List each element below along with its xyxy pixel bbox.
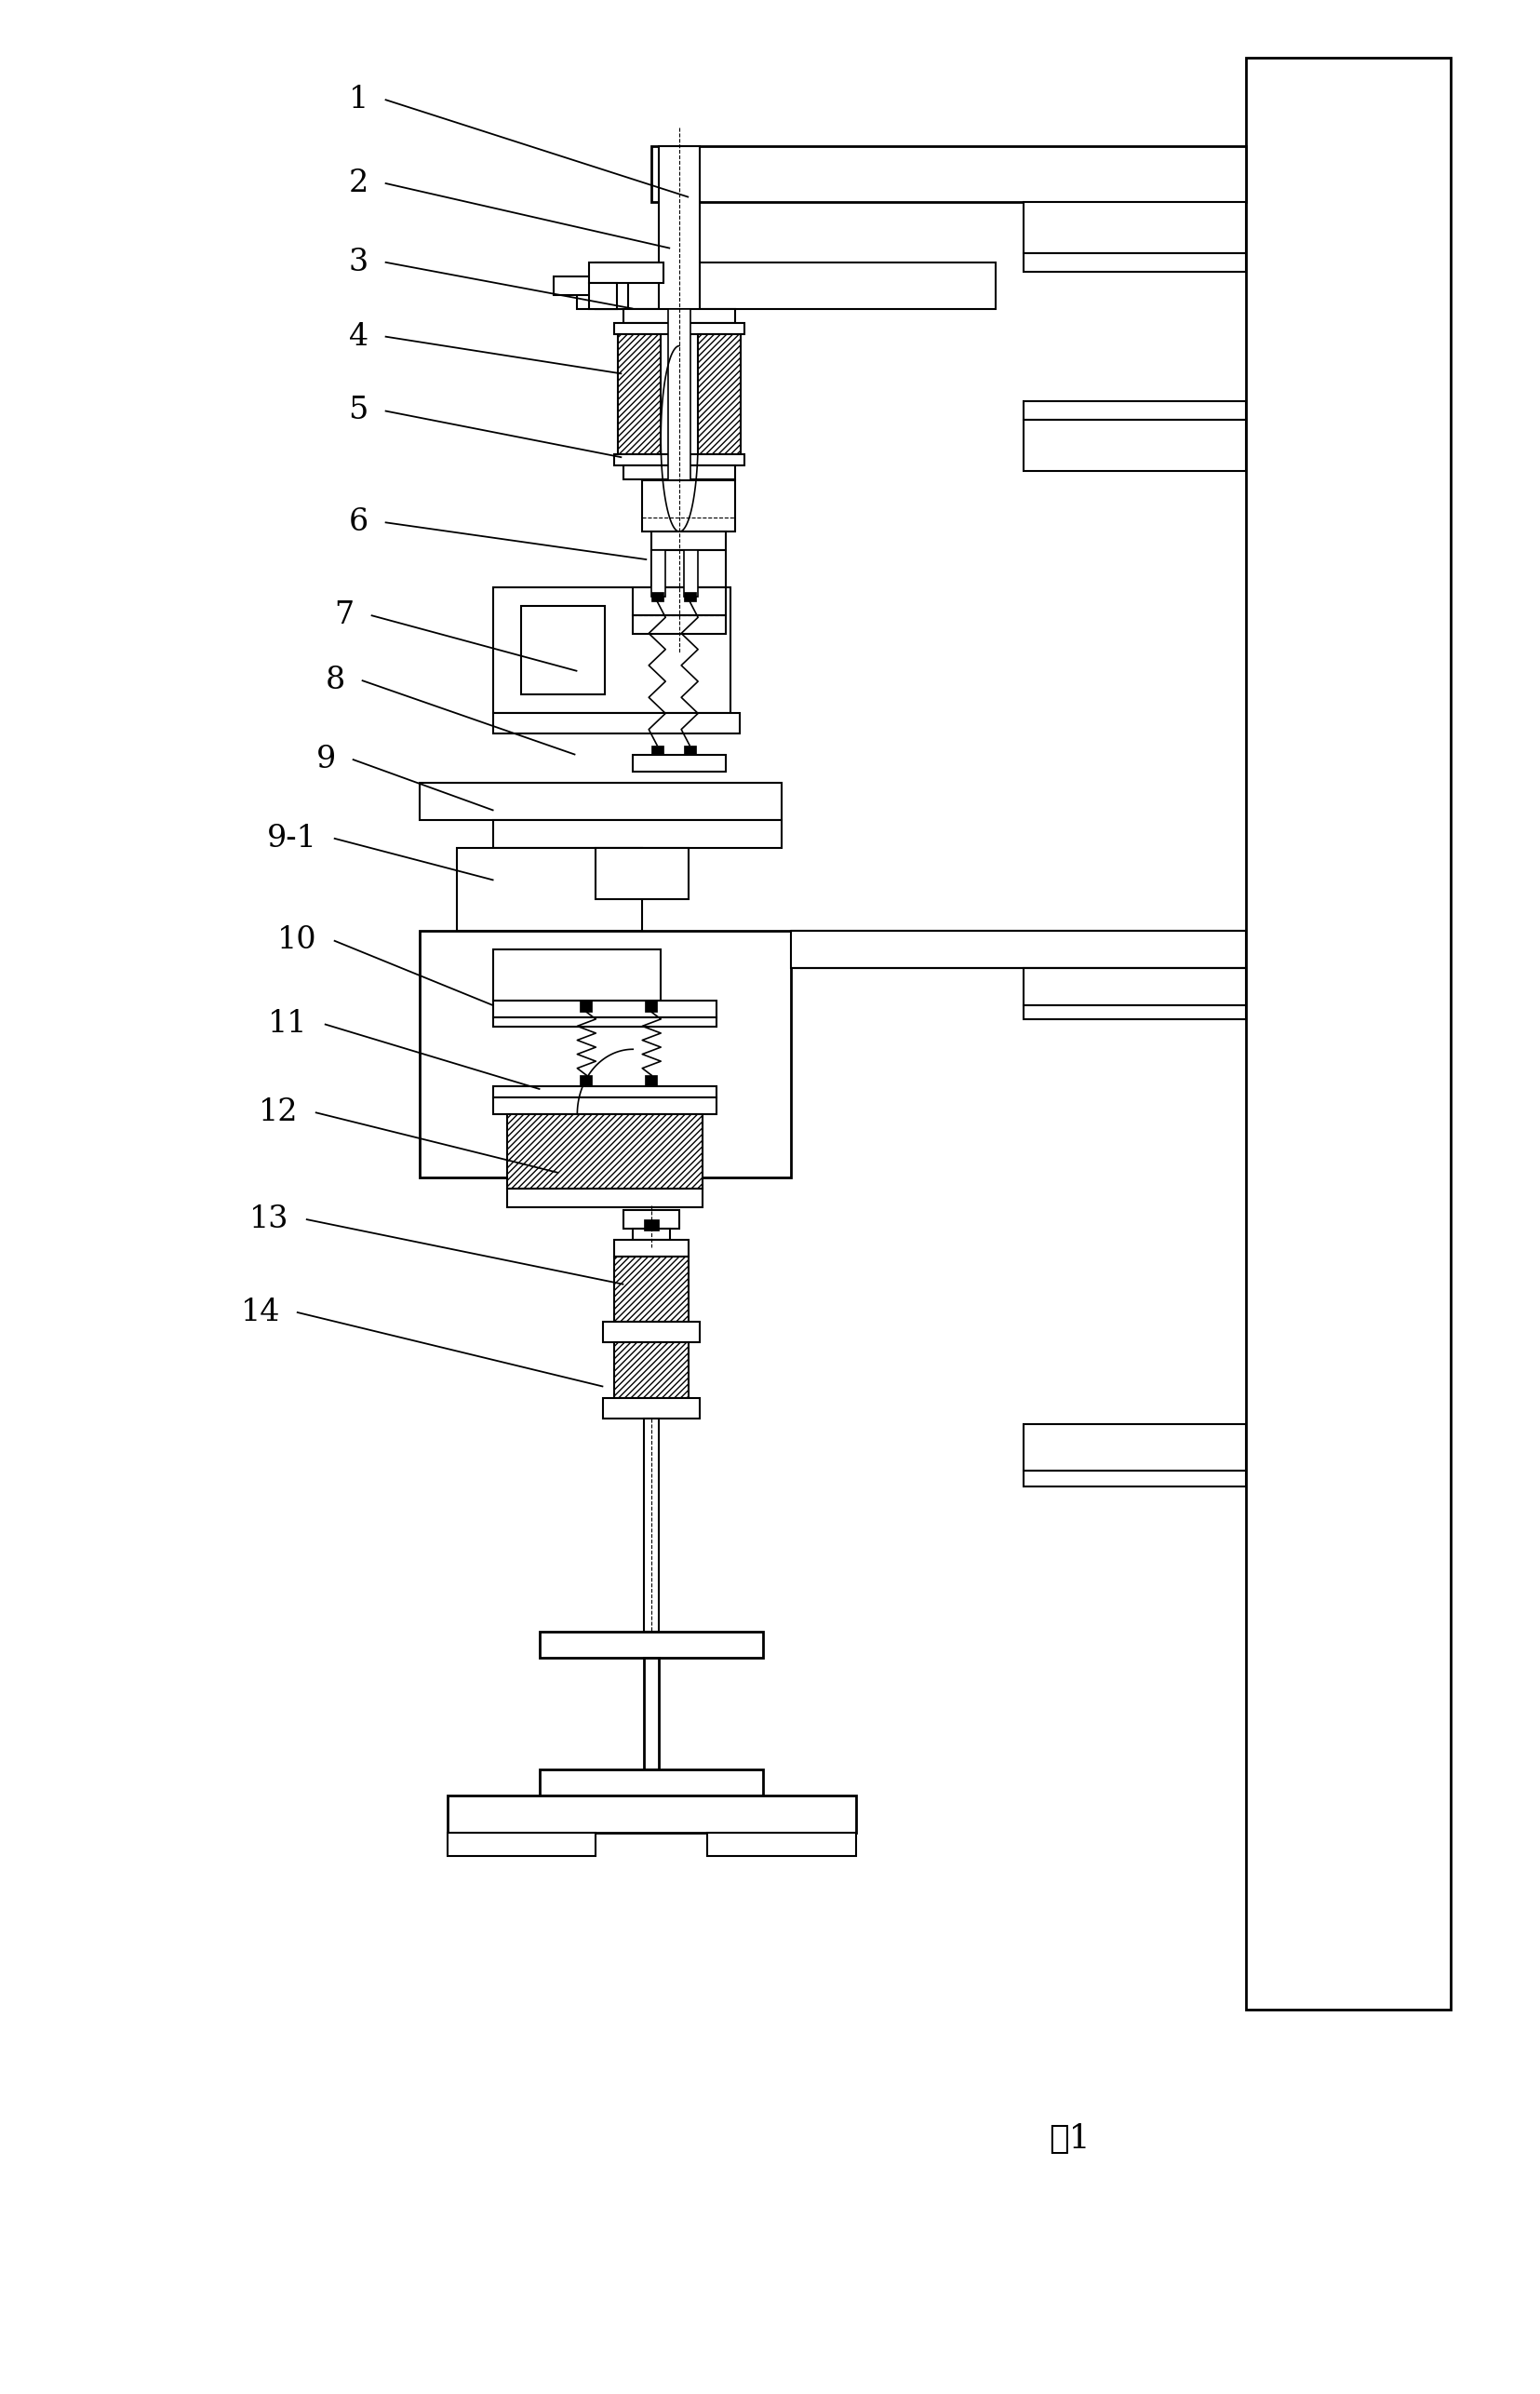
Text: 5: 5 [348,395,368,426]
Bar [1023,1005,1246,1020]
Bar [633,1228,670,1240]
Bar [578,280,628,309]
Bar [614,1343,688,1398]
Bar [419,783,781,819]
Text: 2: 2 [348,168,368,199]
Bar [790,931,1246,970]
Bar [539,1769,762,1796]
Text: 1: 1 [348,84,368,115]
Bar [651,745,664,754]
Text: 8: 8 [325,666,345,694]
Bar [614,455,744,467]
Text: 图1: 图1 [1049,2123,1090,2155]
Bar [651,531,725,551]
Bar [507,1190,702,1207]
Bar [447,1831,596,1855]
Bar [588,282,618,309]
Bar [1023,970,1246,1005]
Bar [684,551,698,596]
Bar [645,1075,656,1087]
Text: 7: 7 [334,601,354,630]
Bar [447,1796,855,1831]
Bar [456,847,642,931]
Bar [659,146,699,606]
Bar [1023,1424,1246,1470]
Text: 4: 4 [348,321,368,352]
Bar [493,713,739,733]
Text: 13: 13 [249,1204,290,1235]
Text: 9: 9 [316,745,336,773]
Bar [651,551,665,596]
Bar [493,1087,716,1096]
Bar [596,263,995,309]
Text: 3: 3 [348,247,368,278]
Bar [419,931,790,1178]
Bar [539,1633,762,1659]
Bar [602,1321,699,1343]
Bar [1246,57,1449,2009]
Bar [624,1209,679,1228]
Bar [614,1240,688,1257]
Bar [651,591,664,601]
Bar [493,1001,716,1017]
Bar [668,309,690,481]
Bar [624,467,735,479]
Bar [633,754,725,771]
Bar [633,587,725,615]
Bar [588,263,664,282]
Bar [596,847,688,898]
Bar [645,1001,656,1013]
Text: 14: 14 [240,1298,280,1326]
Bar [698,333,741,455]
Bar [1023,402,1246,421]
Bar [493,950,661,1001]
Bar [493,819,781,847]
Text: 10: 10 [277,926,317,955]
Bar [644,1219,659,1231]
Bar [651,146,1246,201]
Bar [1023,421,1246,472]
Bar [614,323,744,333]
Bar [684,745,696,754]
Bar [493,1096,716,1113]
Bar [644,1659,659,1769]
Bar [602,1398,699,1417]
Bar [1023,1470,1246,1487]
Text: 9-1: 9-1 [266,824,317,852]
Bar [579,1075,591,1087]
Bar [493,1017,716,1027]
Bar [1023,254,1246,271]
Bar [644,1417,659,1633]
Bar [707,1831,855,1855]
Bar [493,587,730,713]
Bar [642,481,735,531]
Bar [579,1001,591,1013]
Bar [507,1113,702,1190]
Bar [618,333,661,455]
Bar [684,591,696,601]
Bar [624,309,735,323]
Bar [651,551,725,587]
Bar [521,606,605,694]
Text: 11: 11 [268,1010,308,1039]
Text: 6: 6 [348,508,368,536]
Bar [633,615,725,634]
Bar [614,1257,688,1321]
Bar [1023,201,1246,254]
Bar [554,275,610,294]
Text: 12: 12 [259,1096,299,1128]
